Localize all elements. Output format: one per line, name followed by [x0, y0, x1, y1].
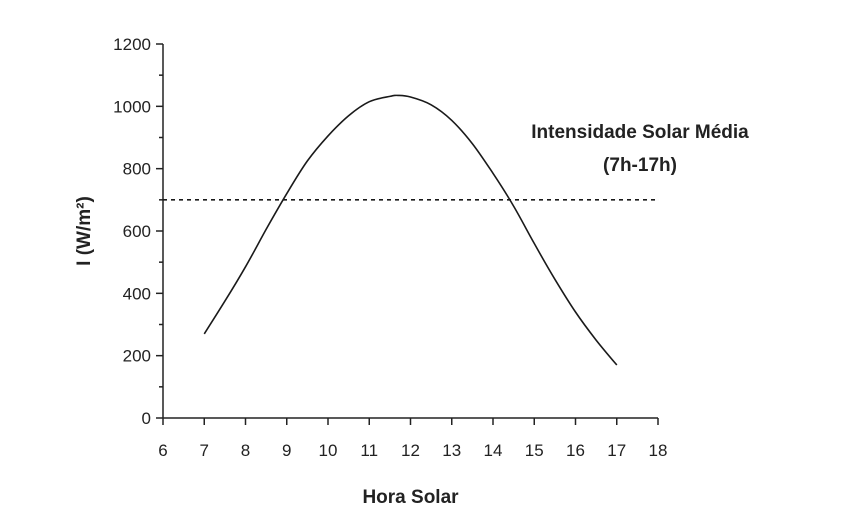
x-tick-label: 7	[200, 441, 209, 460]
y-tick-label: 600	[123, 222, 151, 241]
y-tick-label: 200	[123, 347, 151, 366]
annotation-line-1: Intensidade Solar Média	[531, 122, 749, 143]
x-tick-label: 15	[525, 441, 544, 460]
x-tick-label: 14	[484, 441, 503, 460]
x-tick-label: 18	[649, 441, 668, 460]
series	[163, 94, 658, 366]
x-tick-label: 10	[319, 441, 338, 460]
x-tick-label: 17	[607, 441, 626, 460]
solar-intensity-curve	[203, 94, 618, 366]
x-tick-label: 13	[442, 441, 461, 460]
axes	[162, 44, 658, 419]
x-tick-label: 6	[158, 441, 167, 460]
annotation-line-2: (7h-17h)	[603, 155, 677, 176]
y-axis-title: I (W/m²)	[74, 196, 95, 266]
y-tick-label: 800	[123, 160, 151, 179]
y-tick-label: 400	[123, 284, 151, 303]
x-tick-label: 8	[241, 441, 250, 460]
x-tick-label: 9	[282, 441, 291, 460]
y-tick-label: 0	[142, 409, 151, 428]
x-axis-title: Hora Solar	[362, 487, 459, 508]
ticks: 0 200 400 600 800 1000 1200 6 7 8 9 10 11 12 13 14 15 16 1…	[113, 35, 667, 460]
x-tick-label: 12	[401, 441, 420, 460]
y-tick-label: 1000	[113, 97, 151, 116]
y-tick-label: 1200	[113, 35, 151, 54]
x-tick-label: 16	[566, 441, 585, 460]
x-tick-label: 11	[360, 441, 378, 460]
